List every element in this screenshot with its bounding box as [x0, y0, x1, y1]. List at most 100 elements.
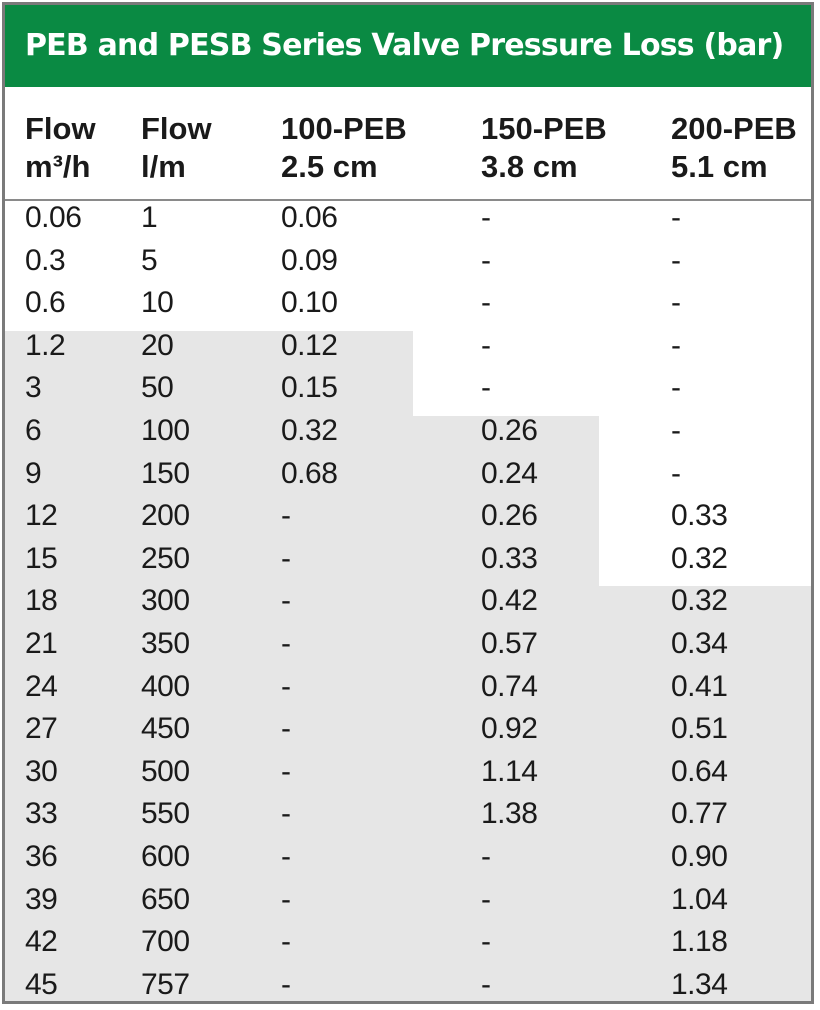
table-cell: 150	[141, 456, 190, 490]
table-cell: 1.2	[25, 328, 66, 362]
table-cell: 21	[25, 627, 58, 660]
table-cell: 3	[25, 371, 42, 405]
table-cell: 45	[25, 967, 58, 1001]
table-cell: 700	[141, 925, 190, 959]
table-cell: 0.68	[281, 456, 338, 490]
table-cell: 0.57	[481, 627, 538, 660]
table-cell: 1	[141, 201, 158, 234]
table-cell: -	[281, 669, 291, 703]
table-cell: 200	[141, 499, 190, 533]
table-cell: 33	[25, 797, 58, 831]
table-cell: 600	[141, 840, 190, 873]
table-cell: 0.06	[25, 201, 82, 234]
table-cell: -	[671, 286, 681, 320]
table-cell: 0.77	[671, 797, 728, 831]
column-header-5-title: 200-PEB	[671, 111, 797, 146]
table-cell: 400	[141, 669, 190, 703]
table-cell: 0.32	[281, 414, 338, 447]
table-cell: 42	[25, 925, 58, 959]
table-cell: 36	[25, 840, 58, 873]
header-divider	[5, 199, 811, 201]
table-cell: -	[281, 541, 291, 575]
table-cell: 0.32	[671, 584, 728, 618]
table-cell: 0.42	[481, 584, 538, 618]
table-cell: 9	[25, 456, 42, 490]
column-header-4-title: 150-PEB	[481, 111, 607, 146]
table-cell: 100	[141, 414, 190, 447]
shade-region-c	[599, 586, 811, 1001]
column-header-1-subtitle: m³/h	[25, 149, 91, 184]
table-cell: 0.33	[481, 541, 538, 575]
table-cell: 250	[141, 541, 190, 575]
table-cell: 24	[25, 669, 58, 703]
table-cell: 27	[25, 712, 58, 746]
table-cell: -	[481, 967, 491, 1001]
table-cell: 0.32	[671, 541, 728, 575]
table-cell: 450	[141, 712, 190, 746]
table-cell: 0.74	[481, 669, 538, 703]
table-cell: 5	[141, 243, 158, 277]
table-cell: 0.12	[281, 328, 338, 362]
table-cell: 0.6	[25, 286, 66, 320]
table-cell: 0.26	[481, 499, 538, 533]
table-cell: -	[281, 627, 291, 660]
table-cell: 0.64	[671, 754, 728, 788]
table-cell: 350	[141, 627, 190, 660]
table-cell: 0.41	[671, 669, 728, 703]
table-cell: -	[281, 712, 291, 746]
table-cell: 0.90	[671, 840, 728, 873]
table-cell: 15	[25, 541, 58, 575]
table-cell: -	[281, 882, 291, 916]
column-header-5-subtitle: 5.1 cm	[671, 149, 768, 184]
table-cell: 650	[141, 882, 190, 916]
table-cell: 1.14	[481, 754, 538, 788]
table-cell: 6	[25, 414, 42, 447]
column-header-1-title: Flow	[25, 111, 96, 146]
table-cell: -	[671, 414, 681, 447]
table-cell: -	[671, 243, 681, 277]
table-cell: -	[481, 201, 491, 234]
table-cell: 30	[25, 754, 58, 788]
table-cell: -	[671, 328, 681, 362]
table-cell: 0.09	[281, 243, 338, 277]
table-cell: -	[481, 371, 491, 405]
table-cell: 0.10	[281, 286, 338, 320]
table-cell: 0.51	[671, 712, 728, 746]
table-cell: 0.24	[481, 456, 538, 490]
table-cell: 300	[141, 584, 190, 618]
table-cell: 0.3	[25, 243, 66, 277]
pressure-loss-table: Flow m³/h Flow l/m 100-PEB 2.5 cm 150-PEB 3.8 c…	[5, 95, 811, 1001]
column-header-3-title: 100-PEB	[281, 111, 407, 146]
table-cell: -	[481, 840, 491, 873]
table-cell: 39	[25, 882, 58, 916]
table-cell: 10	[141, 286, 174, 320]
table-cell: 0.33	[671, 499, 728, 533]
table-cell: -	[671, 371, 681, 405]
table-cell: 0.15	[281, 371, 338, 405]
column-header-2-subtitle: l/m	[141, 149, 186, 184]
shade-region-b	[413, 416, 599, 1001]
table-cell: 550	[141, 797, 190, 831]
table-title: PEB and PESB Series Valve Pressure Loss …	[5, 5, 811, 87]
table-cell: 50	[141, 371, 174, 405]
table-cell: 1.38	[481, 797, 538, 831]
table-cell: 12	[25, 499, 58, 533]
shade-region-a	[5, 330, 413, 1001]
table-cell: -	[281, 840, 291, 873]
column-header-2-title: Flow	[141, 111, 212, 146]
table-cell: -	[481, 882, 491, 916]
table-cell: 757	[141, 967, 190, 1001]
column-header-4-subtitle: 3.8 cm	[481, 149, 578, 184]
table-cell: 1.18	[671, 925, 728, 959]
table-cell: 1.34	[671, 967, 728, 1001]
table-cell: 0.26	[481, 414, 538, 447]
table-cell: -	[671, 456, 681, 490]
table-cell: 18	[25, 584, 58, 618]
table-cell: -	[481, 925, 491, 959]
table-cell: -	[281, 499, 291, 533]
table-cell: -	[481, 286, 491, 320]
table-cell: 0.92	[481, 712, 538, 746]
table-cell: -	[671, 201, 681, 234]
table-cell: -	[481, 328, 491, 362]
